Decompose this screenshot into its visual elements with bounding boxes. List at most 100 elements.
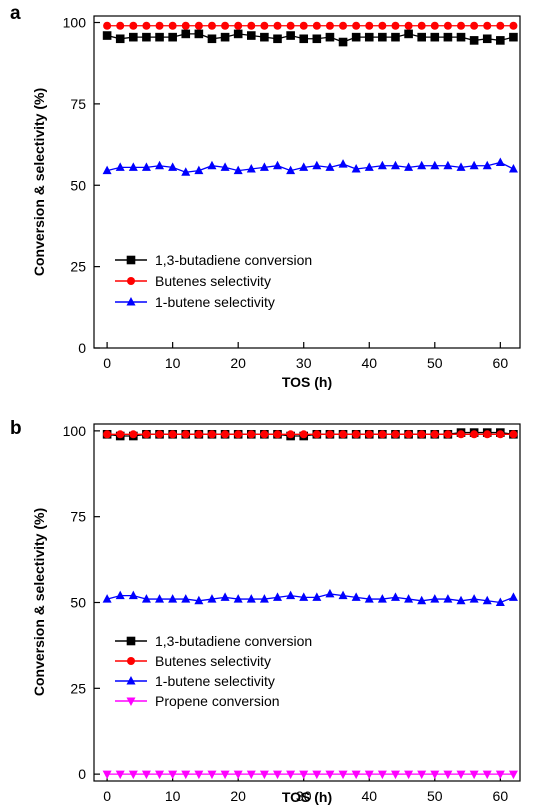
panel-a-legend-marker xyxy=(127,277,135,285)
panel-b-data-point xyxy=(286,430,295,439)
panel-a-data-point xyxy=(141,162,151,171)
panel-b-data-point xyxy=(365,430,374,439)
panel-a-data-point xyxy=(457,21,466,30)
panel-a-data-point xyxy=(246,163,256,173)
panel-b-data-point xyxy=(496,430,505,439)
panel-b-legend-label: Butenes selectivity xyxy=(155,653,271,669)
panel-b-data-point xyxy=(115,770,125,780)
panel-a-x-tick-label: 30 xyxy=(296,355,312,371)
panel-a-data-point xyxy=(482,160,492,170)
panel-b-data-point xyxy=(259,770,269,780)
panel-a-x-axis-title: TOS (h) xyxy=(282,374,332,390)
panel-a-data-point xyxy=(325,21,334,30)
panel-b-data-point xyxy=(390,592,400,601)
panel-b-data-point xyxy=(417,595,427,605)
panel-a-y-axis-title: Conversion & selectivity (%) xyxy=(31,88,47,276)
panel-b-data-point xyxy=(456,595,466,605)
panel-a-data-point xyxy=(142,32,151,42)
panel-a-data-point xyxy=(364,32,374,42)
panel-a-data-point xyxy=(325,32,335,42)
panel-b-data-point xyxy=(443,770,453,780)
panel-a-data-point xyxy=(233,29,243,39)
panel-a-data-point xyxy=(220,32,230,42)
panel-b-data-point xyxy=(443,430,452,439)
panel-b-data-point xyxy=(115,590,125,600)
panel-b-data-point xyxy=(102,594,112,603)
panel-a-data-point xyxy=(390,160,400,170)
panel-b-data-point xyxy=(194,430,203,439)
panel-b-legend-label: Propene conversion xyxy=(155,693,280,709)
panel-b-data-point xyxy=(155,430,164,439)
panel-b-data-point xyxy=(469,594,479,603)
panel-b-data-point xyxy=(260,430,269,439)
panel-a-x-tick-label: 50 xyxy=(427,355,443,371)
panel-a-data-point xyxy=(378,21,387,30)
panel-a-data-point xyxy=(259,162,269,171)
panel-b-y-axis-title: Conversion & selectivity (%) xyxy=(31,508,47,696)
panel-a-data-point xyxy=(351,32,361,42)
panel-b-data-point xyxy=(390,770,400,780)
panel-b-data-point xyxy=(286,770,296,780)
panel-a-data-point xyxy=(391,21,400,30)
panel-b-data-point xyxy=(102,770,112,780)
panel-a-data-point xyxy=(509,21,518,30)
panel-a-legend-label: Butenes selectivity xyxy=(155,273,271,289)
panel-a-data-point xyxy=(469,36,479,45)
panel-b-x-axis-title: TOS (h) xyxy=(282,789,332,805)
panel-b-data-point xyxy=(482,770,492,780)
panel-b-data-point xyxy=(181,770,191,780)
panel-b-data-point xyxy=(430,594,440,603)
panel-b-data-point xyxy=(233,770,243,780)
panel-a-data-point xyxy=(194,165,204,175)
panel-b-data-point xyxy=(155,770,165,780)
panel-b-plot-frame xyxy=(93,423,521,782)
panel-a-data-point xyxy=(312,21,321,30)
panel-a-data-point xyxy=(103,21,112,30)
panel-b-series-line xyxy=(106,593,514,604)
panel-a-data-point xyxy=(417,32,426,42)
panel-b-x-tick-label: 0 xyxy=(103,788,111,804)
panel-b-data-point xyxy=(325,770,335,780)
panel-a-data-point xyxy=(430,21,439,30)
panel-b-data-point xyxy=(273,770,283,780)
panel-b-data-point xyxy=(273,430,282,439)
panel-b-data-point xyxy=(141,594,151,603)
panel-b-data-point xyxy=(378,430,387,439)
panel-a-data-point xyxy=(508,163,518,173)
panel-a-data-point xyxy=(194,29,204,39)
panel-b-data-point xyxy=(430,430,439,439)
panel-a-legend-marker xyxy=(126,255,136,265)
panel-a-y-tick-label: 0 xyxy=(78,340,86,356)
panel-b-data-point xyxy=(246,770,256,780)
panel-b-data-point xyxy=(377,594,387,603)
panel-a-data-point xyxy=(470,21,479,30)
panel-a-label: a xyxy=(10,3,21,24)
panel-a-x-tick-label: 0 xyxy=(103,355,111,371)
panel-b-data-point xyxy=(299,770,309,780)
panel-a-data-point xyxy=(299,34,309,44)
panel-b-y-tick-label: 100 xyxy=(63,423,87,439)
panel-a-data-point xyxy=(221,21,230,30)
panel-b-data-point xyxy=(404,594,414,603)
panel-a-data-point xyxy=(273,21,282,30)
panel-a-data-point xyxy=(273,34,282,44)
panel-a-legend-marker xyxy=(126,297,136,306)
panel-a-data-point xyxy=(233,165,243,175)
panel-b-data-point xyxy=(142,430,151,439)
panel-a-data-point xyxy=(417,160,427,170)
panel-b-data-point xyxy=(325,588,335,598)
panel-a-data-point xyxy=(495,157,505,166)
panel-b-data-point xyxy=(483,430,492,439)
panel-b-data-point xyxy=(129,430,138,439)
panel-a-data-point xyxy=(286,165,296,175)
panel-a-data-point xyxy=(325,162,335,171)
panel-b-data-point xyxy=(207,430,216,439)
panel-a-data-point xyxy=(142,21,151,30)
panel-b-data-point xyxy=(194,595,204,605)
panel-a-data-point xyxy=(377,160,387,170)
panel-b-series-2 xyxy=(102,588,518,606)
panel-b-x-tick-label: 60 xyxy=(493,788,509,804)
panel-b-data-point xyxy=(443,594,453,603)
panel-b-data-point xyxy=(457,430,466,439)
